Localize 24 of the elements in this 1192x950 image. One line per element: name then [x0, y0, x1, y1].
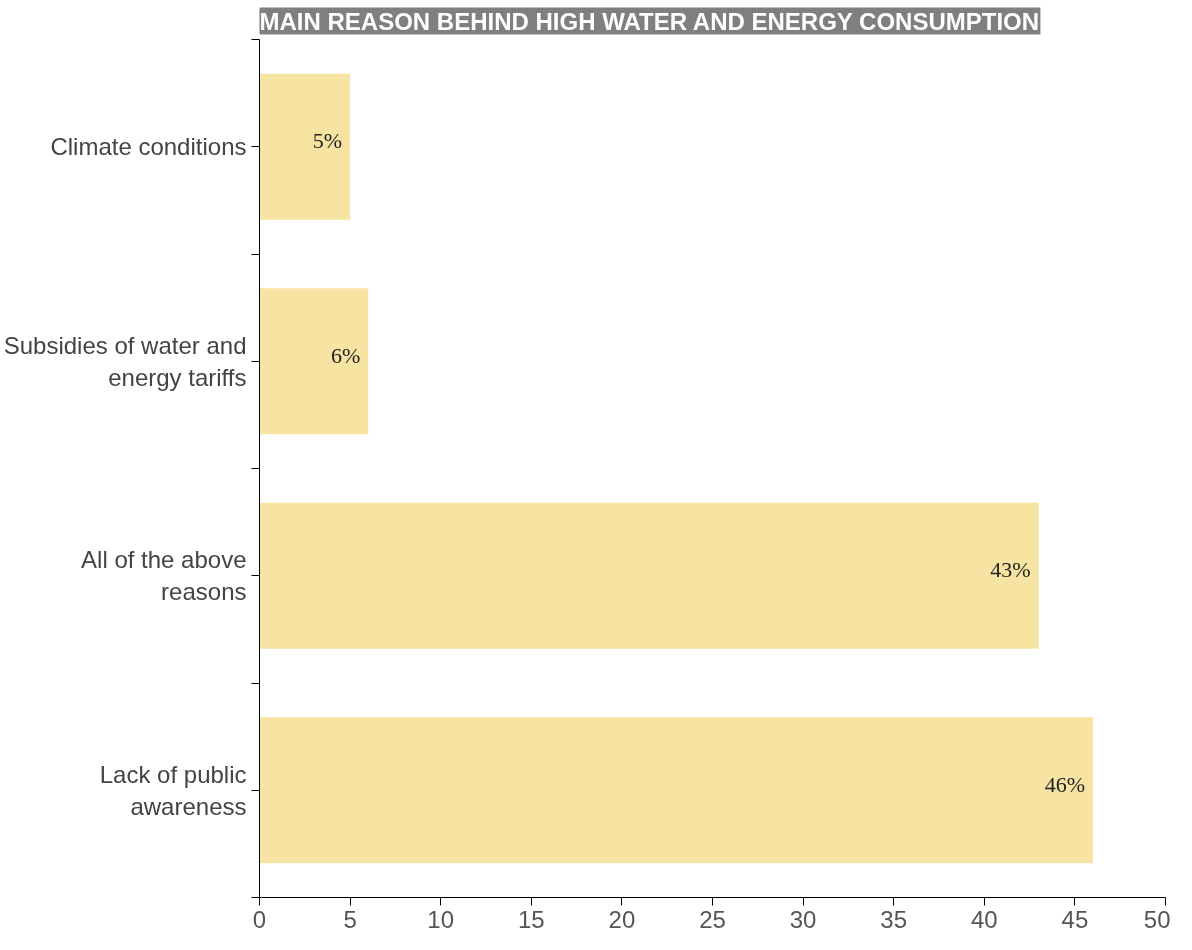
y-tick-label: Lack of public awareness — [99, 760, 247, 820]
y-tick-label: Climate conditions — [50, 133, 247, 161]
bar — [259, 73, 351, 220]
x-tick-label: 50 — [1143, 905, 1171, 933]
bar — [259, 288, 369, 435]
bar — [259, 717, 1094, 864]
x-tick-label: 0 — [252, 905, 267, 933]
x-tick-label: 35 — [880, 905, 908, 933]
data-label: 46% — [1044, 771, 1086, 797]
x-tick-label: 25 — [699, 905, 726, 933]
y-tick-label: Subsidies of water and energy tariffs — [3, 331, 247, 391]
x-tick-label: 30 — [789, 905, 817, 933]
bar — [259, 502, 1039, 649]
data-label: 5% — [312, 128, 343, 154]
y-tick-label: All of the above reasons — [81, 546, 247, 606]
x-tick-label: 10 — [427, 905, 455, 933]
data-label: 43% — [990, 557, 1031, 583]
x-tick-label: 45 — [1061, 905, 1089, 933]
chart-title: MAIN REASON BEHIND HIGH WATER AND ENERGY CONSUMPTION — [259, 7, 1040, 35]
data-label: 6% — [330, 342, 361, 368]
x-tick-label: 20 — [608, 905, 636, 933]
x-tick-label: 15 — [517, 905, 545, 933]
x-tick-label: 5 — [343, 905, 357, 933]
x-tick-label: 40 — [970, 905, 998, 933]
